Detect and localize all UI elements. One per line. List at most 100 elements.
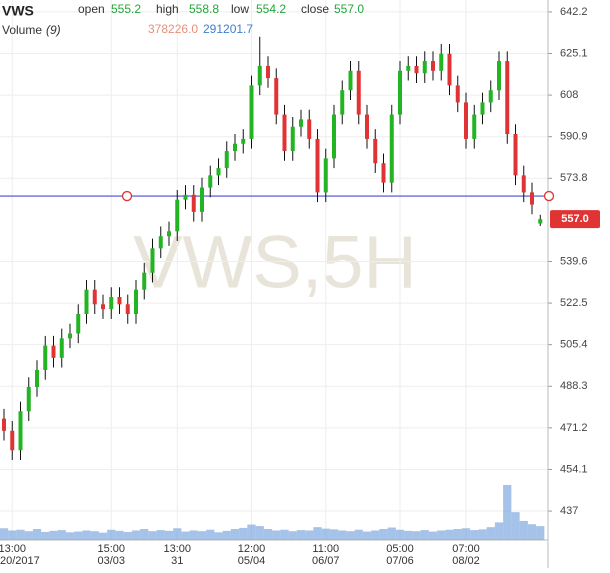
volume-bar xyxy=(247,524,256,540)
volume-bar xyxy=(148,531,157,540)
candle-body xyxy=(266,65,270,79)
volume-bar xyxy=(428,531,438,540)
candle-body xyxy=(249,85,254,139)
volume-bar xyxy=(511,512,520,540)
y-tick-label: 437 xyxy=(560,505,578,517)
y-tick-label: 625.1 xyxy=(560,47,588,59)
candle-body xyxy=(35,369,39,387)
volume-bar xyxy=(404,530,413,540)
candle-body xyxy=(208,175,213,188)
candle-body xyxy=(464,102,468,139)
y-tick-label: 573.8 xyxy=(560,172,588,184)
candle-body xyxy=(348,70,353,91)
y-tick-label: 590.9 xyxy=(560,131,588,143)
volume-bar xyxy=(90,531,99,540)
legend-label: close xyxy=(301,2,329,16)
volume-bar xyxy=(313,527,322,540)
volume-bar xyxy=(338,530,347,540)
line-handle xyxy=(121,190,133,202)
x-tick-sublabel: 31 xyxy=(171,555,183,567)
volume-bar xyxy=(412,531,421,540)
volume-bar xyxy=(123,531,132,540)
candle-body xyxy=(406,65,411,71)
volume-bar xyxy=(519,520,528,540)
candle-body xyxy=(290,126,295,152)
volume-bar xyxy=(288,531,297,540)
volume-legend-value: 291201.7 xyxy=(203,22,253,36)
candle-body xyxy=(43,345,48,370)
candle-body xyxy=(521,175,526,193)
candle-body xyxy=(422,61,427,74)
volume-bar xyxy=(82,530,91,540)
volume-bar xyxy=(346,531,355,540)
volume-bar xyxy=(486,527,495,540)
candle-body xyxy=(10,430,15,451)
candle-body xyxy=(398,70,402,115)
x-tick-sublabel: 05/04 xyxy=(238,555,266,567)
candle-body xyxy=(538,219,543,224)
candle-body xyxy=(233,143,237,152)
x-tick-sublabel: 08/02 xyxy=(452,555,480,567)
candle-body xyxy=(2,418,6,431)
candle-body xyxy=(365,114,369,139)
x-tick-label: 11:00 xyxy=(312,543,339,555)
candle-body xyxy=(307,119,312,139)
volume-bar xyxy=(305,530,314,540)
price-badge-label: 557.0 xyxy=(561,213,589,225)
volume-legend-name: Volume xyxy=(2,23,42,37)
candle-body xyxy=(488,90,493,103)
volume-bar xyxy=(453,529,462,540)
candle-body xyxy=(315,138,320,193)
candle-body xyxy=(59,338,64,358)
candle-body xyxy=(76,314,81,334)
volume-legend-value: 378226.0 xyxy=(148,22,198,36)
legend-value: 554.2 xyxy=(256,2,286,16)
volume-bar xyxy=(503,485,512,540)
candle-body xyxy=(323,158,328,193)
volume-bar xyxy=(420,530,429,540)
volume-bar xyxy=(214,532,223,540)
volume-bar xyxy=(57,530,66,540)
x-tick-sublabel: 01/20/2017 xyxy=(0,555,40,567)
candle-body xyxy=(447,53,452,86)
candle-body xyxy=(18,411,23,451)
y-tick-label: 522.5 xyxy=(560,297,588,309)
candle-body xyxy=(26,387,31,412)
candle-body xyxy=(530,192,534,205)
symbol: VWS xyxy=(2,3,34,19)
y-tick-label: 471.2 xyxy=(560,422,588,434)
x-tick-label: 15:00 xyxy=(97,543,125,555)
volume-bar xyxy=(387,527,396,540)
candle-body xyxy=(299,119,303,127)
price-badge xyxy=(550,210,600,229)
volume-bar xyxy=(494,522,504,540)
volume-bar xyxy=(41,531,50,540)
candle-body xyxy=(497,61,501,91)
legend-value: 558.8 xyxy=(189,2,219,16)
volume-legend-param: (9) xyxy=(46,23,61,37)
volume-bar xyxy=(321,528,330,540)
volume-bar xyxy=(230,529,240,540)
candle-body xyxy=(150,248,155,273)
y-tick-label: 505.4 xyxy=(560,339,588,351)
volume-bar xyxy=(140,529,149,540)
volume-bar xyxy=(296,530,306,540)
volume-bar xyxy=(49,530,58,540)
volume-bar xyxy=(0,528,9,540)
x-tick-label: 07:00 xyxy=(452,543,480,555)
volume-bar xyxy=(8,530,17,540)
y-tick-label: 608 xyxy=(560,89,578,101)
candle-body xyxy=(282,114,287,152)
x-tick-sublabel: 06/07 xyxy=(312,555,340,567)
volume-bar xyxy=(255,526,264,540)
volume-bar xyxy=(272,530,281,540)
volume-bar xyxy=(16,529,25,540)
volume-bar xyxy=(222,530,231,540)
candle-body xyxy=(109,297,114,310)
candle-body xyxy=(257,65,262,86)
legend-value: 555.2 xyxy=(111,2,141,16)
volume-bar xyxy=(354,529,363,540)
volume-bar xyxy=(280,529,289,540)
volume-bar xyxy=(173,528,182,540)
